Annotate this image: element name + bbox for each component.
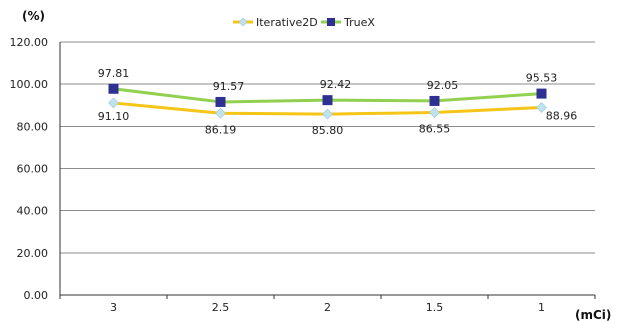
legend-item-truex: TrueX (321, 16, 375, 29)
legend-marker-truex (327, 18, 335, 26)
legend-label-iterative2d: Iterative2D (256, 16, 318, 29)
legend: Iterative2D TrueX (233, 16, 375, 29)
y-tick-label: 0.00 (24, 289, 49, 302)
data-label-iterative2d: 91.10 (98, 110, 130, 123)
data-label-truex: 92.05 (427, 79, 459, 92)
data-point-truex (536, 88, 547, 99)
x-axis-unit: (mCi) (575, 308, 611, 321)
data-point-iterative2d (536, 102, 547, 113)
data-label-truex: 91.57 (213, 80, 245, 93)
x-tick-label: 2.5 (212, 301, 230, 314)
data-label-truex: 97.81 (98, 67, 130, 80)
legend-item-iterative2d: Iterative2D (233, 16, 318, 29)
y-tick-label: 20.00 (17, 247, 49, 260)
data-point-iterative2d (429, 107, 440, 118)
y-tick-label: 60.00 (17, 163, 49, 176)
data-point-iterative2d (215, 107, 226, 119)
data-point-truex (322, 95, 333, 106)
data-point-truex (215, 96, 226, 107)
x-tick-label: 1.5 (426, 301, 444, 314)
y-tick-label: 80.00 (17, 120, 49, 133)
data-label-truex: 92.42 (320, 78, 352, 91)
data-label-iterative2d: 88.96 (546, 109, 578, 122)
y-tick-label: 120.00 (10, 36, 49, 49)
data-label-iterative2d: 85.80 (312, 124, 344, 137)
data-point-truex (429, 95, 440, 106)
legend-label-truex: TrueX (343, 16, 375, 29)
gridlines (60, 41, 595, 254)
y-tick-label: 40.00 (17, 205, 49, 218)
y-axis-unit: (%) (22, 9, 45, 23)
y-tick-label: 100.00 (10, 78, 49, 91)
series (108, 83, 547, 120)
data-point-iterative2d (322, 108, 333, 120)
x-tick-label: 3 (110, 301, 117, 314)
x-tick-label: 1 (538, 301, 545, 314)
data-label-truex: 95.53 (526, 72, 558, 85)
data-labels: 91.10 86.19 85.80 86.55 88.96 97.81 91.57 92.42… (98, 67, 578, 137)
data-label-iterative2d: 86.19 (205, 123, 237, 136)
axes: 0.00 20.00 40.00 60.00 80.00 100.00 120.00 3 2.5… (10, 36, 596, 314)
x-tick-label: 2 (324, 301, 331, 314)
legend-marker-iterative2d (238, 17, 248, 27)
data-label-iterative2d: 86.55 (419, 123, 451, 136)
data-point-truex (108, 83, 119, 94)
data-point-iterative2d (108, 97, 119, 109)
